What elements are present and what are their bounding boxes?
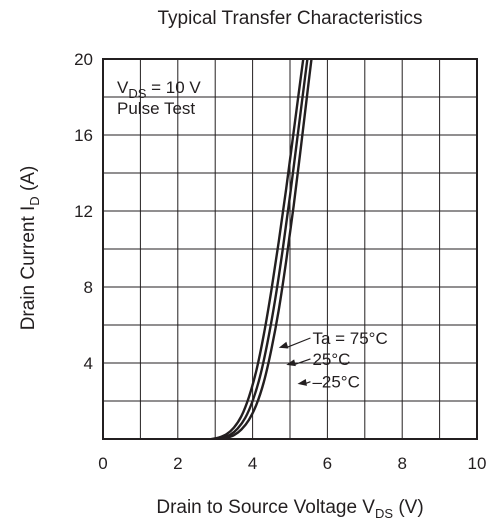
condition-box: VDS = 10 V Pulse Test [117, 78, 201, 118]
y-tick-label: 16 [74, 126, 93, 145]
annotation-arrow-head [297, 378, 307, 386]
y-tick-label: 4 [84, 354, 93, 373]
x-axis-label: Drain to Source Voltage VDS (V) [156, 497, 423, 521]
series-line-1 [214, 59, 309, 439]
x-tick-label: 0 [98, 454, 107, 473]
x-tick-labels: 0 2 4 6 8 10 [98, 454, 486, 473]
grid-lines [103, 59, 477, 439]
y-tick-label: 8 [84, 278, 93, 297]
chart-title: Typical Transfer Characteristics [157, 8, 422, 29]
annotation-arrow-head [286, 359, 296, 367]
y-tick-label: 12 [74, 202, 93, 221]
annotation-arrow-head [278, 341, 289, 349]
x-tick-label: 6 [323, 454, 332, 473]
x-tick-label: 10 [468, 454, 487, 473]
y-tick-label: 20 [74, 50, 93, 69]
series-line-0 [211, 59, 305, 439]
annotation-label: Ta = 75°C [312, 329, 387, 348]
annotation-label: –25°C [312, 373, 359, 392]
y-tick-labels: 4 8 12 16 20 [74, 50, 93, 373]
x-tick-label: 2 [173, 454, 182, 473]
x-tick-label: 4 [248, 454, 257, 473]
annotation-label: 25°C [312, 350, 350, 369]
condition-pulse-test: Pulse Test [117, 99, 195, 118]
curves [211, 59, 313, 439]
plot-frame [102, 58, 478, 440]
y-axis-label: Drain Current ID (A) [18, 166, 42, 331]
condition-vds: VDS = 10 V [117, 78, 201, 101]
annotations: Ta = 75°C 25°C –25°C [278, 329, 388, 392]
x-tick-label: 8 [397, 454, 406, 473]
annotation-arrow-line [293, 358, 311, 366]
annotation-arrow-line [285, 337, 311, 349]
series-line-2 [218, 59, 313, 439]
